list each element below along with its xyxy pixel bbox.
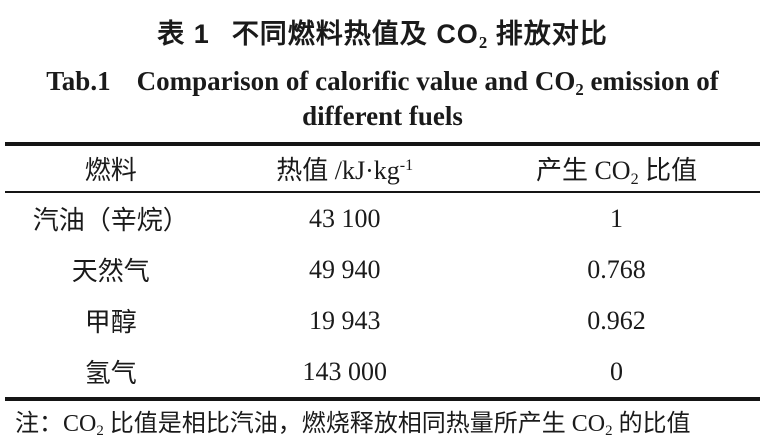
subscript-2: 2 — [478, 32, 488, 52]
cell-fuel: 汽油（辛烷） — [32, 206, 189, 235]
subscript-2: 2 — [96, 423, 104, 440]
cell-co2-ratio: 0 — [610, 356, 624, 386]
cell-calorific-value: 143 000 — [302, 356, 387, 386]
col-header-co2-ratio: 产生 CO2 比值 — [535, 156, 698, 188]
fuel-comparison-table: 燃料 热值 /kJ·kg-1 产生 CO2 比值 汽油（辛烷） 43 100 1… — [5, 142, 760, 401]
superscript-minus-1: -1 — [399, 157, 414, 175]
cell-calorific-value: 19 943 — [308, 305, 381, 335]
cell-fuel: 氢气 — [84, 359, 137, 388]
table-row: 甲醇 19 943 0.962 — [5, 295, 760, 346]
cell-fuel: 天然气 — [71, 257, 150, 286]
header-row: 燃料 热值 /kJ·kg-1 产生 CO2 比值 — [5, 144, 760, 192]
table-footnote: 注：CO2 比值是相比汽油，燃烧释放相同热量所产生 CO2 的比值 — [15, 411, 691, 440]
col-header-fuel: 燃料 — [84, 156, 137, 185]
table-caption-en-line1: Tab.1 Comparison of calorific value and C… — [46, 66, 719, 99]
col-header-calorific-value: 热值 /kJ·kg-1 — [276, 156, 414, 185]
table-caption-en-line2: different fuels — [302, 101, 463, 131]
table-row: 天然气 49 940 0.768 — [5, 244, 760, 295]
cell-calorific-value: 43 100 — [308, 203, 381, 233]
cell-calorific-value: 49 940 — [308, 254, 381, 284]
table-caption-zh: 表 1 不同燃料热值及 CO2 排放对比 — [0, 0, 765, 52]
table-row: 汽油（辛烷） 43 100 1 — [5, 192, 760, 244]
cell-fuel: 甲醇 — [84, 308, 137, 337]
table-caption-en-label: Tab.1 — [46, 66, 111, 96]
table-caption-zh-text: 不同燃料热值及 CO2 排放对比 — [231, 19, 608, 52]
footnote-label: 注： — [15, 411, 63, 437]
cell-co2-ratio: 0.962 — [587, 305, 646, 335]
table-caption-en: Tab.1 Comparison of calorific value and C… — [0, 64, 765, 134]
cell-co2-ratio: 0.768 — [587, 254, 646, 284]
table-container: 燃料 热值 /kJ·kg-1 产生 CO2 比值 汽油（辛烷） 43 100 1… — [5, 142, 760, 401]
table-caption-zh-label: 表 1 — [157, 19, 210, 49]
table-row: 氢气 143 000 0 — [5, 346, 760, 399]
subscript-2: 2 — [630, 170, 639, 188]
subscript-2: 2 — [605, 423, 613, 440]
subscript-2: 2 — [575, 79, 584, 99]
cell-co2-ratio: 1 — [610, 203, 624, 233]
